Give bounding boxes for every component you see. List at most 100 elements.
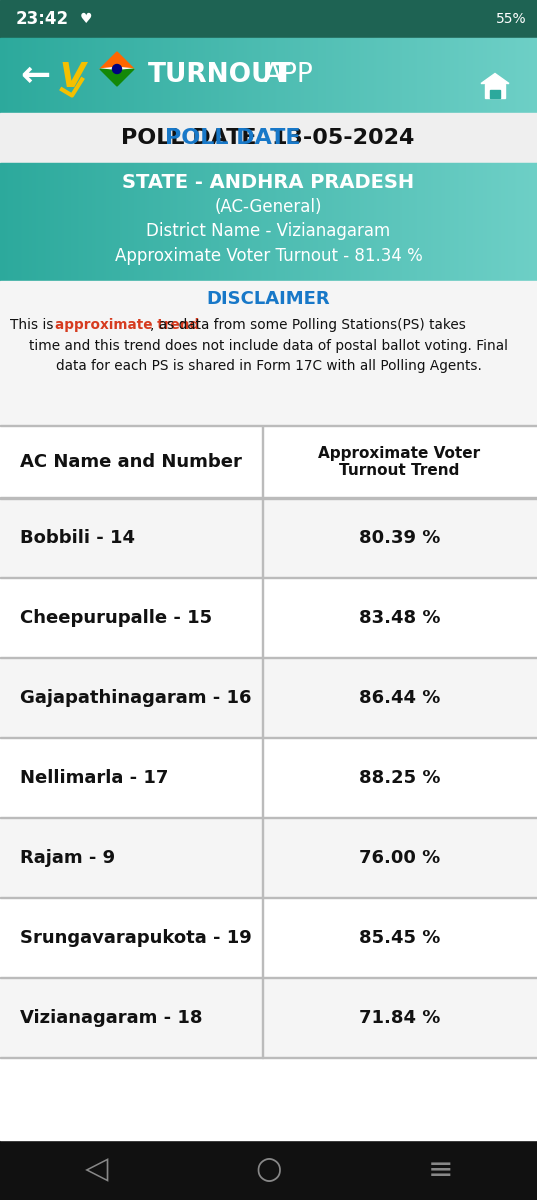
Bar <box>441 38 442 113</box>
Bar <box>108 163 109 281</box>
Text: 85.45 %: 85.45 % <box>359 929 440 947</box>
Bar <box>203 38 204 113</box>
Bar <box>158 163 159 281</box>
Bar <box>0 426 537 498</box>
Bar <box>253 163 254 281</box>
Bar <box>39 163 40 281</box>
Bar <box>326 163 327 281</box>
Bar <box>328 38 329 113</box>
Bar <box>531 163 532 281</box>
Bar <box>447 38 448 113</box>
Bar <box>178 163 179 281</box>
Bar <box>128 38 129 113</box>
Bar <box>146 38 147 113</box>
Bar <box>0 113 537 163</box>
Bar <box>382 163 383 281</box>
Bar <box>207 38 208 113</box>
Bar <box>347 38 348 113</box>
Bar <box>176 163 177 281</box>
Bar <box>60 163 61 281</box>
Bar <box>219 163 220 281</box>
Bar <box>242 163 243 281</box>
Bar <box>12 38 13 113</box>
Bar <box>304 38 305 113</box>
Bar <box>519 163 520 281</box>
Bar <box>460 163 461 281</box>
Bar <box>183 38 184 113</box>
Bar <box>36 38 37 113</box>
Bar <box>501 38 502 113</box>
Bar <box>190 38 191 113</box>
Bar <box>536 38 537 113</box>
Bar <box>492 38 493 113</box>
Text: APPROXIMATE TREND: APPROXIMATE TREND <box>142 780 322 888</box>
Bar <box>534 163 535 281</box>
Text: Vizianagaram - 18: Vizianagaram - 18 <box>20 1009 202 1027</box>
Bar <box>162 163 163 281</box>
Bar <box>351 163 352 281</box>
Bar <box>210 38 211 113</box>
Bar <box>402 38 403 113</box>
Bar <box>412 38 413 113</box>
Bar <box>238 163 239 281</box>
Bar <box>357 38 358 113</box>
Bar <box>337 163 338 281</box>
Bar <box>55 163 56 281</box>
Bar <box>358 163 359 281</box>
Bar <box>163 163 164 281</box>
Bar <box>494 163 495 281</box>
Bar <box>165 163 166 281</box>
Bar <box>134 38 135 113</box>
Bar <box>530 163 531 281</box>
Bar <box>477 38 478 113</box>
Bar <box>507 163 508 281</box>
Bar <box>126 163 127 281</box>
Bar <box>252 38 253 113</box>
Bar <box>497 38 498 113</box>
Bar <box>226 163 227 281</box>
Bar <box>262 426 263 1058</box>
Bar <box>342 163 343 281</box>
Bar <box>472 38 473 113</box>
Bar <box>206 38 207 113</box>
Bar <box>343 163 344 281</box>
Bar <box>295 38 296 113</box>
Bar <box>39 38 40 113</box>
Text: approximate trend: approximate trend <box>55 318 199 332</box>
Bar <box>119 163 120 281</box>
Bar <box>307 38 308 113</box>
Bar <box>151 163 152 281</box>
Bar <box>311 163 312 281</box>
Bar <box>10 38 11 113</box>
Bar <box>27 38 28 113</box>
Bar <box>502 38 503 113</box>
Bar <box>70 38 71 113</box>
Bar <box>117 38 118 113</box>
Bar <box>289 163 290 281</box>
Bar <box>197 163 198 281</box>
Bar <box>334 38 335 113</box>
Bar <box>85 38 86 113</box>
Bar <box>526 163 527 281</box>
Bar <box>295 163 296 281</box>
Bar <box>438 163 439 281</box>
Bar <box>528 163 529 281</box>
Bar <box>416 163 417 281</box>
Bar <box>290 163 291 281</box>
Bar <box>63 38 64 113</box>
Bar <box>463 38 464 113</box>
Bar <box>271 38 272 113</box>
Text: APPROXIMATE TREND: APPROXIMATE TREND <box>152 644 332 751</box>
Bar <box>152 163 153 281</box>
Bar <box>504 163 505 281</box>
Bar <box>285 38 286 113</box>
Bar <box>339 38 340 113</box>
Bar <box>347 163 348 281</box>
Bar <box>32 163 33 281</box>
Bar <box>110 38 111 113</box>
Bar <box>15 38 16 113</box>
Bar <box>361 163 362 281</box>
Bar <box>131 38 132 113</box>
Bar <box>262 38 263 113</box>
Bar <box>520 163 521 281</box>
